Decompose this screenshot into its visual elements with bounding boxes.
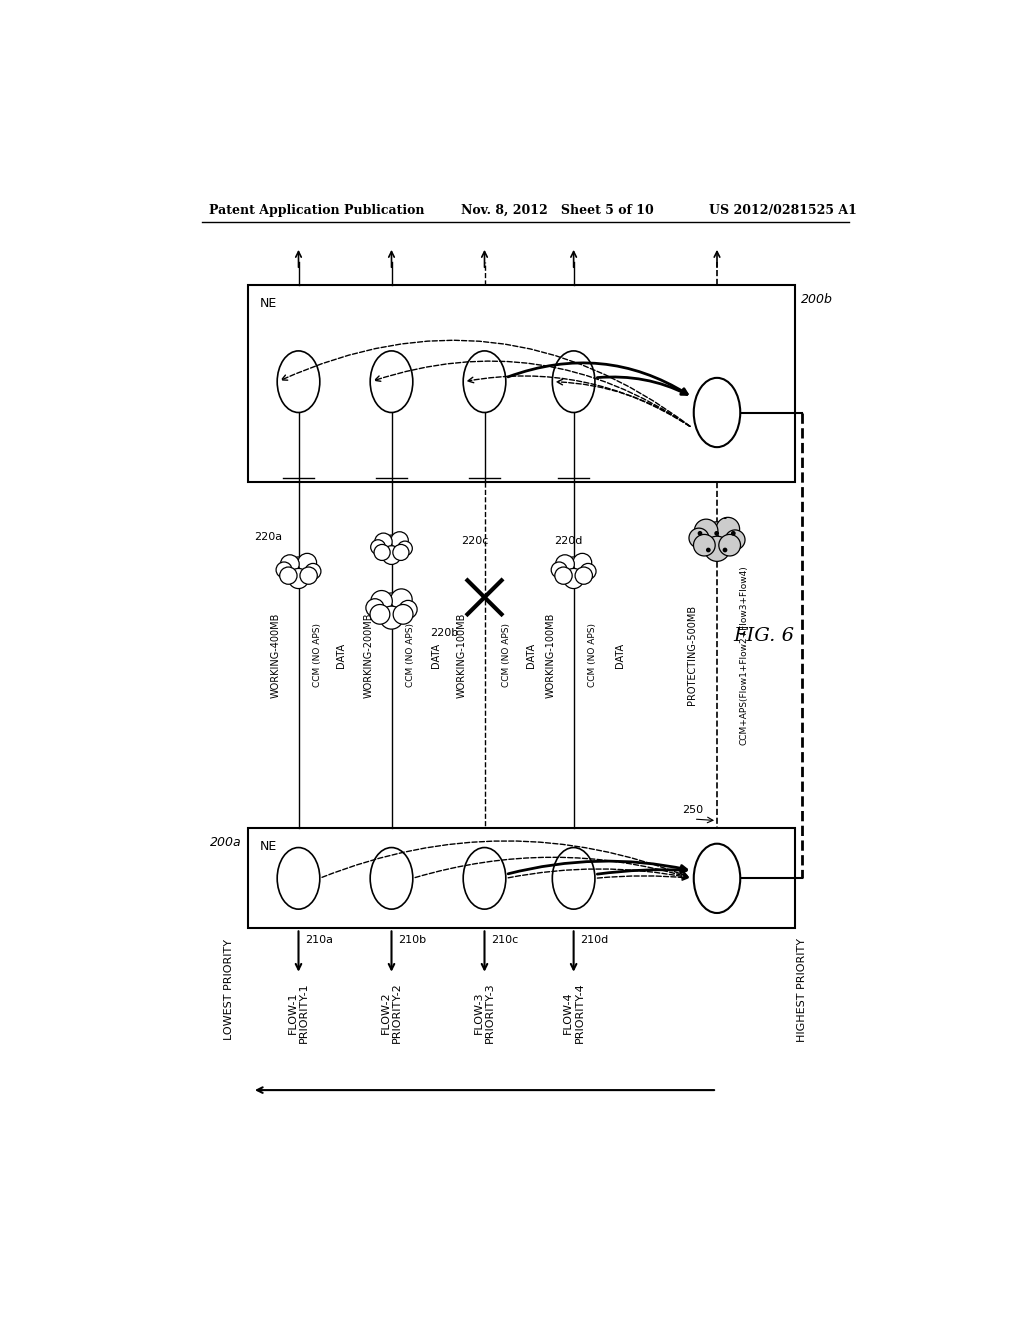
Text: LOWEST PRIORITY: LOWEST PRIORITY [224,940,233,1040]
Circle shape [371,590,392,612]
Text: 220a: 220a [254,532,283,541]
Text: 220b: 220b [430,628,459,638]
Circle shape [551,562,567,578]
Circle shape [563,569,584,589]
Text: CCM (NO APS): CCM (NO APS) [589,623,597,686]
Text: HIGHEST PRIORITY: HIGHEST PRIORITY [798,939,807,1041]
Ellipse shape [371,351,413,412]
Text: WORKING-100MB: WORKING-100MB [546,612,555,698]
Circle shape [374,544,390,561]
Circle shape [693,535,715,556]
Text: CCM (NO APS): CCM (NO APS) [502,623,511,686]
Text: CCM (NO APS): CCM (NO APS) [313,623,323,686]
Text: CCM (NO APS): CCM (NO APS) [407,623,416,686]
Text: WORKING-400MB: WORKING-400MB [270,612,281,698]
Circle shape [572,553,592,572]
Circle shape [382,545,401,565]
Circle shape [289,569,308,589]
Circle shape [371,540,385,554]
Text: 200b: 200b [801,293,833,306]
Text: 210d: 210d [580,935,608,945]
Text: Nov. 8, 2012   Sheet 5 of 10: Nov. 8, 2012 Sheet 5 of 10 [461,205,654,218]
Circle shape [391,532,409,549]
Text: 200a: 200a [210,836,242,849]
Bar [248,829,795,928]
Text: WORKING-100MB: WORKING-100MB [457,612,466,698]
Text: Patent Application Publication: Patent Application Publication [209,205,425,218]
Ellipse shape [278,351,319,412]
Circle shape [366,599,384,616]
Circle shape [399,601,417,619]
Circle shape [298,553,316,572]
Text: CCM+APS(Flow1+Flow2+Flow3+Flow4): CCM+APS(Flow1+Flow2+Flow3+Flow4) [739,565,749,744]
Ellipse shape [552,847,595,909]
Text: 250: 250 [682,805,703,816]
Bar [248,285,795,482]
Text: NE: NE [260,840,278,853]
Text: FLOW-4
PRIORITY-4: FLOW-4 PRIORITY-4 [563,982,585,1043]
Circle shape [305,564,321,579]
Circle shape [281,554,299,573]
Ellipse shape [693,843,740,913]
Circle shape [287,557,310,579]
Ellipse shape [371,847,413,909]
Circle shape [370,605,390,624]
Text: FLOW-2
PRIORITY-2: FLOW-2 PRIORITY-2 [381,982,402,1043]
Text: DATA: DATA [431,643,441,668]
Circle shape [694,519,718,543]
Ellipse shape [552,351,595,412]
Circle shape [397,541,413,556]
Circle shape [393,605,413,624]
Circle shape [702,521,731,550]
Text: 220c: 220c [461,536,488,545]
Circle shape [556,554,574,573]
Circle shape [375,533,392,550]
Text: NE: NE [260,297,278,310]
Circle shape [393,544,409,561]
Circle shape [378,593,404,619]
Circle shape [716,517,739,541]
Text: PROTECTING-500MB: PROTECTING-500MB [687,605,697,705]
Circle shape [391,589,413,610]
Text: FIG. 6: FIG. 6 [733,627,794,644]
Circle shape [581,564,596,579]
Text: DATA: DATA [336,643,346,668]
Circle shape [381,535,402,557]
Circle shape [725,529,745,549]
Text: WORKING-200MB: WORKING-200MB [364,612,374,698]
Circle shape [719,535,740,556]
Text: FLOW-3
PRIORITY-3: FLOW-3 PRIORITY-3 [474,982,496,1043]
Circle shape [380,606,403,630]
Text: 210a: 210a [305,935,333,945]
Circle shape [562,557,585,579]
Text: 210b: 210b [397,935,426,945]
Text: FLOW-1
PRIORITY-1: FLOW-1 PRIORITY-1 [288,982,309,1043]
Text: DATA: DATA [526,643,536,668]
Circle shape [575,568,593,585]
Text: 210c: 210c [490,935,518,945]
Circle shape [300,568,317,585]
Ellipse shape [463,847,506,909]
Ellipse shape [463,351,506,412]
Circle shape [705,536,730,561]
Ellipse shape [278,847,319,909]
Circle shape [689,528,709,548]
Ellipse shape [693,378,740,447]
Text: DATA: DATA [615,643,625,668]
Text: 220d: 220d [554,536,583,545]
Circle shape [276,562,292,578]
Text: US 2012/0281525 A1: US 2012/0281525 A1 [710,205,857,218]
Circle shape [555,568,572,585]
Circle shape [280,568,297,585]
